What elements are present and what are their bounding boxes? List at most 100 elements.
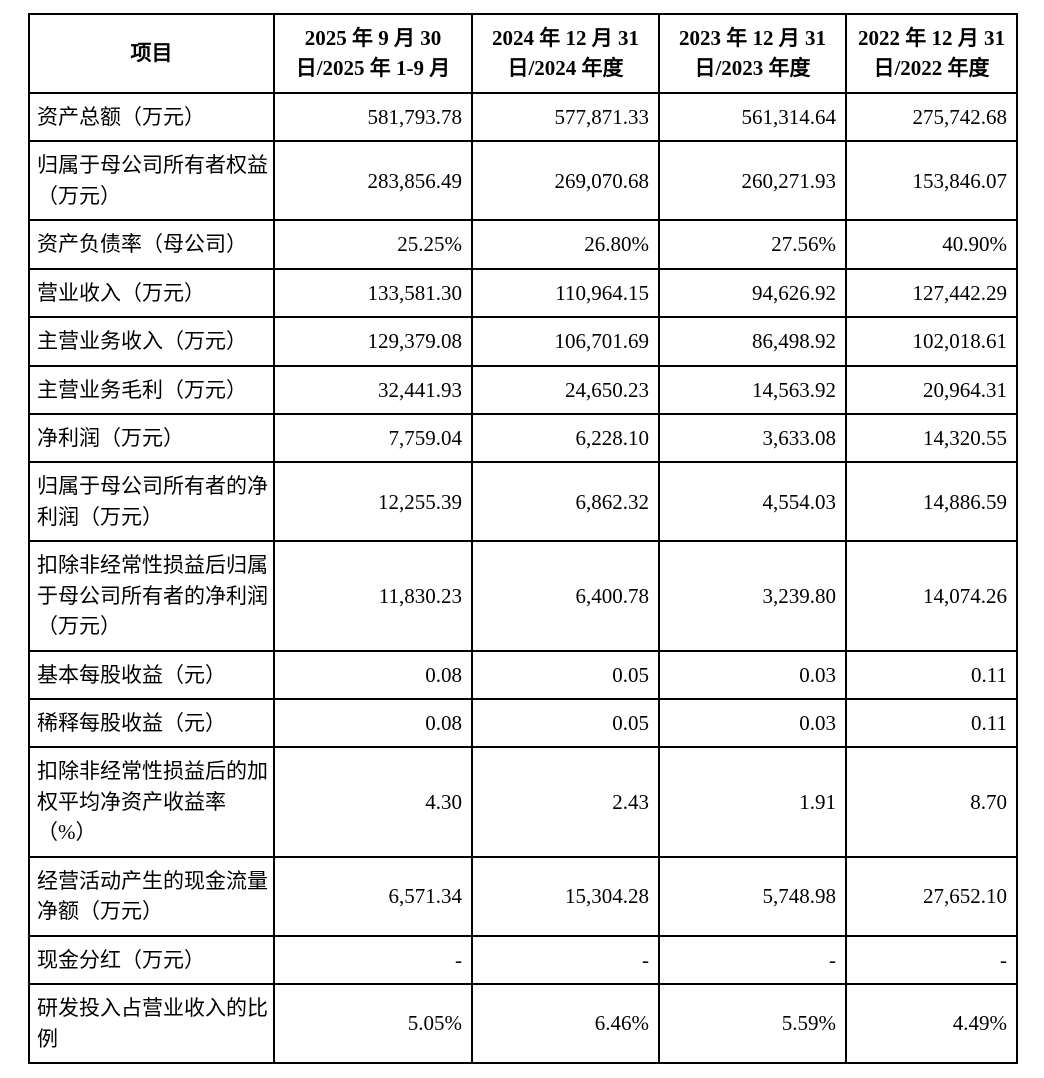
cell-value: 0.11 (845, 649, 1018, 701)
cell-value: 8.70 (845, 746, 1018, 858)
cell-value: 0.08 (273, 649, 473, 701)
cell-value: 3,633.08 (658, 412, 847, 464)
cell-value: 14,563.92 (658, 364, 847, 415)
financial-table: 项目 2025 年 9 月 30 日/2025 年 1-9 月 2024 年 1… (28, 13, 1018, 1064)
cell-value: 133,581.30 (273, 267, 473, 319)
cell-value: 5.05% (273, 983, 473, 1064)
row-label: 营业收入（万元） (28, 267, 275, 319)
cell-value: 5,748.98 (658, 855, 847, 937)
cell-value: 12,255.39 (273, 461, 473, 543)
cell-value: 3,239.80 (658, 540, 847, 652)
cell-value: 283,856.49 (273, 140, 473, 222)
cell-value: 129,379.08 (273, 316, 473, 367)
cell-value: 153,846.07 (845, 140, 1018, 222)
cell-value: 0.11 (845, 697, 1018, 749)
cell-value: 1.91 (658, 746, 847, 858)
row-label: 现金分红（万元） (28, 934, 275, 986)
cell-value: - (273, 934, 473, 986)
row-label: 主营业务毛利（万元） (28, 364, 275, 415)
cell-value: 40.90% (845, 219, 1018, 270)
table-row: 扣除非经常性损益后归属于母公司所有者的净利润（万元） 11,830.23 6,4… (28, 540, 1018, 652)
row-label: 稀释每股收益（元） (28, 697, 275, 749)
table-row: 归属于母公司所有者权益（万元） 283,856.49 269,070.68 26… (28, 140, 1018, 222)
cell-value: 6.46% (471, 983, 660, 1064)
cell-value: 110,964.15 (471, 267, 660, 319)
row-label: 扣除非经常性损益后的加权平均净资产收益率（%） (28, 746, 275, 858)
table-row: 主营业务毛利（万元） 32,441.93 24,650.23 14,563.92… (28, 364, 1018, 415)
header-row: 项目 2025 年 9 月 30 日/2025 年 1-9 月 2024 年 1… (28, 13, 1018, 94)
table-row: 稀释每股收益（元） 0.08 0.05 0.03 0.11 (28, 697, 1018, 749)
cell-value: 24,650.23 (471, 364, 660, 415)
row-label: 经营活动产生的现金流量净额（万元） (28, 855, 275, 937)
table-row: 主营业务收入（万元） 129,379.08 106,701.69 86,498.… (28, 316, 1018, 367)
cell-value: 6,228.10 (471, 412, 660, 464)
cell-value: 102,018.61 (845, 316, 1018, 367)
cell-value: 260,271.93 (658, 140, 847, 222)
cell-value: 0.03 (658, 649, 847, 701)
table-body: 资产总额（万元） 581,793.78 577,871.33 561,314.6… (28, 91, 1018, 1064)
cell-value: 581,793.78 (273, 91, 473, 143)
cell-value: 26.80% (471, 219, 660, 270)
cell-value: 11,830.23 (273, 540, 473, 652)
cell-value: 275,742.68 (845, 91, 1018, 143)
cell-value: 0.03 (658, 697, 847, 749)
column-header-2025: 2025 年 9 月 30 日/2025 年 1-9 月 (273, 13, 473, 94)
table-row: 归属于母公司所有者的净利润（万元） 12,255.39 6,862.32 4,5… (28, 461, 1018, 543)
column-header-2024: 2024 年 12 月 31 日/2024 年度 (471, 13, 660, 94)
row-label: 基本每股收益（元） (28, 649, 275, 701)
cell-value: 2.43 (471, 746, 660, 858)
cell-value: 7,759.04 (273, 412, 473, 464)
cell-value: - (471, 934, 660, 986)
cell-value: 32,441.93 (273, 364, 473, 415)
column-header-2022: 2022 年 12 月 31 日/2022 年度 (845, 13, 1018, 94)
cell-value: 6,571.34 (273, 855, 473, 937)
cell-value: 0.05 (471, 697, 660, 749)
cell-value: 27,652.10 (845, 855, 1018, 937)
cell-value: 6,400.78 (471, 540, 660, 652)
table-row: 现金分红（万元） - - - - (28, 934, 1018, 986)
table-row: 净利润（万元） 7,759.04 6,228.10 3,633.08 14,32… (28, 412, 1018, 464)
cell-value: 86,498.92 (658, 316, 847, 367)
cell-value: 4.30 (273, 746, 473, 858)
column-header-2023: 2023 年 12 月 31 日/2023 年度 (658, 13, 847, 94)
table-row: 扣除非经常性损益后的加权平均净资产收益率（%） 4.30 2.43 1.91 8… (28, 746, 1018, 858)
table-row: 资产负债率（母公司） 25.25% 26.80% 27.56% 40.90% (28, 219, 1018, 270)
table-row: 经营活动产生的现金流量净额（万元） 6,571.34 15,304.28 5,7… (28, 855, 1018, 937)
column-header-item: 项目 (28, 13, 275, 94)
cell-value: - (845, 934, 1018, 986)
row-label: 资产负债率（母公司） (28, 219, 275, 270)
cell-value: 127,442.29 (845, 267, 1018, 319)
cell-value: 5.59% (658, 983, 847, 1064)
row-label: 归属于母公司所有者权益（万元） (28, 140, 275, 222)
table-row: 资产总额（万元） 581,793.78 577,871.33 561,314.6… (28, 91, 1018, 143)
cell-value: 6,862.32 (471, 461, 660, 543)
cell-value: 15,304.28 (471, 855, 660, 937)
cell-value: - (658, 934, 847, 986)
cell-value: 577,871.33 (471, 91, 660, 143)
row-label: 扣除非经常性损益后归属于母公司所有者的净利润（万元） (28, 540, 275, 652)
cell-value: 4.49% (845, 983, 1018, 1064)
cell-value: 0.08 (273, 697, 473, 749)
row-label: 资产总额（万元） (28, 91, 275, 143)
cell-value: 269,070.68 (471, 140, 660, 222)
row-label: 净利润（万元） (28, 412, 275, 464)
table-row: 基本每股收益（元） 0.08 0.05 0.03 0.11 (28, 649, 1018, 701)
row-label: 研发投入占营业收入的比例 (28, 983, 275, 1064)
cell-value: 4,554.03 (658, 461, 847, 543)
cell-value: 25.25% (273, 219, 473, 270)
row-label: 主营业务收入（万元） (28, 316, 275, 367)
table-row: 营业收入（万元） 133,581.30 110,964.15 94,626.92… (28, 267, 1018, 319)
cell-value: 20,964.31 (845, 364, 1018, 415)
table-row: 研发投入占营业收入的比例 5.05% 6.46% 5.59% 4.49% (28, 983, 1018, 1064)
cell-value: 0.05 (471, 649, 660, 701)
cell-value: 14,886.59 (845, 461, 1018, 543)
table-header: 项目 2025 年 9 月 30 日/2025 年 1-9 月 2024 年 1… (28, 13, 1018, 94)
cell-value: 14,074.26 (845, 540, 1018, 652)
cell-value: 561,314.64 (658, 91, 847, 143)
cell-value: 106,701.69 (471, 316, 660, 367)
cell-value: 14,320.55 (845, 412, 1018, 464)
cell-value: 94,626.92 (658, 267, 847, 319)
cell-value: 27.56% (658, 219, 847, 270)
row-label: 归属于母公司所有者的净利润（万元） (28, 461, 275, 543)
